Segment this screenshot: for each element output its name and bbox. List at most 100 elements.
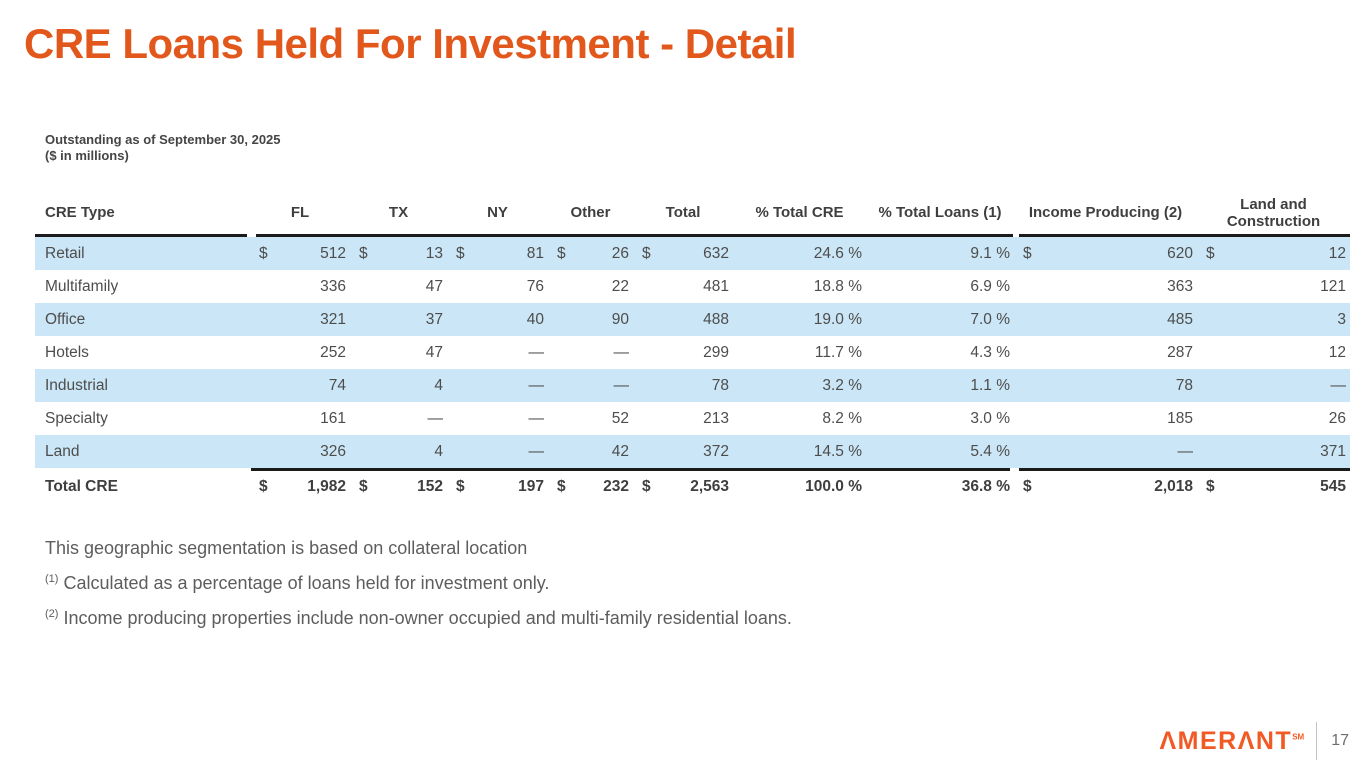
cell-value: — (528, 343, 545, 361)
cell-value: 485 (1167, 310, 1193, 328)
cell-value: 78 (711, 376, 729, 394)
table-cell: 6.9 % (970, 277, 1010, 295)
table-cell: — (447, 344, 548, 362)
table-cell: 3.0 % (970, 409, 1010, 427)
table-row: Total CRE $1,982 $152 $197 $232 $2,563 100.0 %… (35, 471, 1350, 503)
cell-value: 161 (320, 409, 346, 427)
table-row: Hotels 252 47 — — 299 11.7 % 4.3 % 287 12 (35, 336, 1350, 369)
table-cell: — (548, 344, 633, 362)
cell-value: 2,018 (1154, 478, 1193, 495)
cell-value: 40 (526, 310, 544, 328)
table-cell: 7.0 % (970, 310, 1010, 328)
cell-value: 42 (611, 442, 629, 460)
table-cell: $545 (1197, 478, 1350, 496)
table-cell: $197 (447, 478, 548, 496)
cell-value: 26 (611, 244, 629, 262)
column-header-income-producing: Income Producing (2) (1028, 204, 1183, 222)
table-cell: 24.6 % (813, 244, 862, 262)
table-cell: 1.1 % (970, 376, 1010, 394)
table-cell: 3 (1197, 311, 1350, 329)
cell-value: 4 (434, 376, 443, 394)
cell-value: 185 (1167, 409, 1193, 427)
cell-value: 488 (703, 310, 729, 328)
table-cell: — (350, 410, 447, 428)
table-cell: 185 (1014, 410, 1197, 428)
cell-value: 4 (434, 442, 443, 460)
cell-value: 213 (703, 409, 729, 427)
table-cell: 9.1 % (970, 244, 1010, 262)
cell-value: 336 (320, 277, 346, 295)
table-cell: 4 (350, 377, 447, 395)
column-header-land-construction: Land and Construction (1226, 196, 1321, 230)
cell-value: — (613, 343, 630, 361)
dollar-sign: $ (359, 478, 368, 495)
footnote-2-marker: (2) (45, 608, 59, 620)
table-cell: 299 (633, 344, 733, 362)
table-cell: 22 (548, 278, 633, 296)
footnote-1: (1) Calculated as a percentage of loans h… (45, 573, 792, 594)
table-cell: 252 (250, 344, 350, 362)
footnote-1-marker: (1) (45, 573, 59, 585)
cell-value: — (1330, 376, 1347, 394)
column-header-ny: NY (487, 204, 508, 222)
table-cell: $2,563 (633, 478, 733, 496)
header-rule-segment (35, 234, 247, 237)
page-title: CRE Loans Held For Investment - Detail (24, 20, 797, 67)
cre-loans-table: CRE Type FL TX NY Other Total % Total CR… (35, 190, 1350, 503)
table-cell: 4.3 % (970, 343, 1010, 361)
column-header-total: Total (665, 204, 701, 222)
table-cell: $620 (1014, 245, 1197, 263)
table-caption: Outstanding as of September 30, 2025 ($ … (45, 132, 281, 165)
dollar-sign: $ (557, 478, 566, 495)
cell-value: 90 (611, 310, 629, 328)
cell-value: 1,982 (307, 478, 346, 495)
cell-value: 47 (425, 343, 443, 361)
cell-value: 12 (1328, 343, 1346, 361)
cell-value: 37 (425, 310, 443, 328)
caption-units-line: ($ in millions) (45, 148, 129, 164)
table-cell: $232 (548, 478, 633, 496)
table-row: Specialty 161 — — 52 213 8.2 % 3.0 % 185 26 (35, 402, 1350, 435)
table-cell: 12 (1197, 344, 1350, 362)
row-label: Specialty (45, 409, 108, 427)
table-row: Multifamily 336 47 76 22 481 18.8 % 6.9 % 363 121 (35, 270, 1350, 303)
dollar-sign: $ (1206, 244, 1215, 262)
column-header-other: Other (570, 204, 611, 222)
cell-value: 26 (1328, 409, 1346, 427)
table-row: Retail $512 $13 $81 $26 $632 24.6 % 9.1 % $620 $1… (35, 237, 1350, 270)
dollar-sign: $ (1023, 478, 1032, 495)
table-cell: 78 (633, 377, 733, 395)
table-header-row: CRE Type FL TX NY Other Total % Total CR… (35, 190, 1350, 237)
table-cell: 90 (548, 311, 633, 329)
slide-footer: ΛMERΛNTSM 17 (1159, 722, 1349, 760)
table-cell: 42 (548, 443, 633, 461)
dollar-sign: $ (259, 478, 268, 495)
row-label: Multifamily (45, 277, 119, 295)
cell-value: 232 (603, 478, 629, 495)
table-cell: 14.5 % (813, 442, 862, 460)
footnote-2: (2) Income producing properties include n… (45, 608, 792, 629)
table-cell: $12 (1197, 245, 1350, 263)
table-cell: 78 (1014, 377, 1197, 395)
header-rule-segment (256, 234, 1013, 237)
cell-value: 197 (518, 478, 544, 495)
row-label: Retail (45, 244, 85, 262)
table-cell: 481 (633, 278, 733, 296)
cell-value: 12 (1328, 244, 1346, 262)
row-label: Total CRE (45, 478, 118, 495)
table-cell: 18.8 % (813, 277, 862, 295)
table-cell: — (548, 377, 633, 395)
cell-value: 632 (703, 244, 729, 262)
table-cell: 287 (1014, 344, 1197, 362)
footnote-general: This geographic segmentation is based on… (45, 538, 528, 558)
table-cell: 26 (1197, 410, 1350, 428)
row-label: Hotels (45, 343, 89, 361)
cell-value: 512 (320, 244, 346, 262)
table-cell: — (447, 377, 548, 395)
dollar-sign: $ (259, 244, 268, 262)
dollar-sign: $ (1206, 478, 1215, 495)
table-cell: 47 (350, 278, 447, 296)
table-cell: $1,982 (250, 478, 350, 496)
cell-value: — (1177, 442, 1194, 460)
cell-value: — (613, 376, 630, 394)
